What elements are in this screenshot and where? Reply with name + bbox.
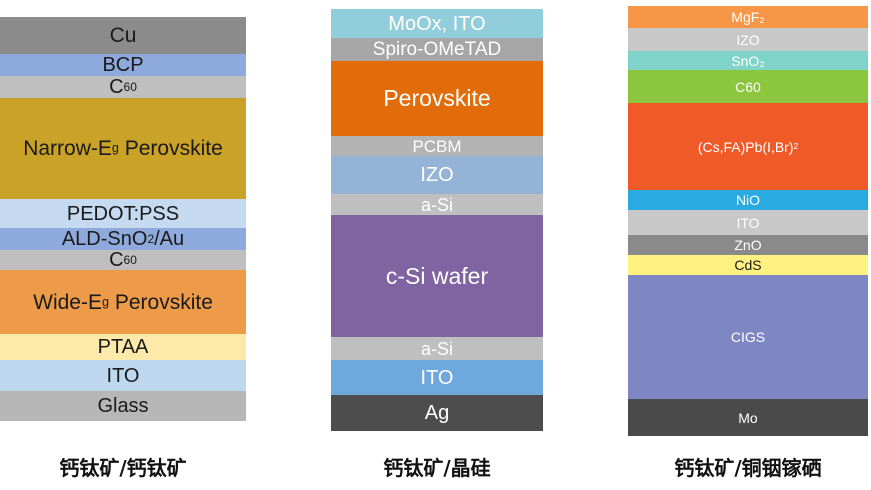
layer-zno: ZnO (628, 235, 868, 255)
layer-a-si-top: a-Si (331, 194, 543, 215)
layer-cs-fa-pb-i-br: (Cs,FA)Pb(I,Br) 2 (628, 103, 868, 190)
layer-a-si-bottom: a-Si (331, 337, 543, 360)
layer-izo: IZO (331, 156, 543, 194)
layer-mo: Mo (628, 399, 868, 436)
layer-bcp: BCP (0, 54, 246, 76)
layer-ag: Ag (331, 395, 543, 431)
layer-glass: Glass (0, 391, 246, 421)
stack-perovskite-perovskite: Cu BCP C 60 Narrow-E g Perovskite PEDOT:PS… (0, 17, 246, 421)
layer-c60-lower: C 60 (0, 250, 246, 270)
layer-pcbm: PCBM (331, 136, 543, 156)
layer-cu: Cu (0, 17, 246, 54)
layer-ptaa: PTAA (0, 334, 246, 360)
caption-perovskite-silicon: 钙钛矿/晶硅 (383, 456, 491, 480)
layer-wide-eg-perovskite: Wide-E g Perovskite (0, 270, 246, 334)
layer-ald-sno2-au: ALD-SnO 2/Au (0, 228, 246, 250)
layer-ito: ITO (628, 210, 868, 235)
caption-perovskite-perovskite: 钙钛矿/钙钛矿 (59, 456, 187, 480)
layer-cigs: CIGS (628, 275, 868, 399)
stack-perovskite-silicon: MoOx, ITO Spiro-OMeTAD Perovskite PCBM I… (331, 9, 543, 431)
layer-mgf2: MgF₂ (628, 6, 868, 28)
caption-perovskite-cigs: 钙钛矿/铜铟镓硒 (674, 456, 822, 480)
layer-izo: IZO (628, 28, 868, 51)
layer-cds: CdS (628, 255, 868, 275)
layer-ito: ITO (0, 360, 246, 391)
stack-perovskite-cigs: MgF₂ IZO SnO₂ C60 (Cs,FA)Pb(I,Br) 2 NiO I… (628, 6, 868, 436)
layer-nio: NiO (628, 190, 868, 210)
layer-sno2: SnO₂ (628, 51, 868, 70)
layer-ito: ITO (331, 360, 543, 395)
layer-pedot-pss: PEDOT:PSS (0, 199, 246, 228)
layer-moox-ito: MoOx, ITO (331, 9, 543, 38)
layer-c60: C60 (628, 70, 868, 103)
layer-spiro-ometad: Spiro-OMeTAD (331, 38, 543, 61)
layer-c-si-wafer: c-Si wafer (331, 215, 543, 337)
layer-narrow-eg-perovskite: Narrow-E g Perovskite (0, 98, 246, 199)
layer-perovskite: Perovskite (331, 61, 543, 136)
